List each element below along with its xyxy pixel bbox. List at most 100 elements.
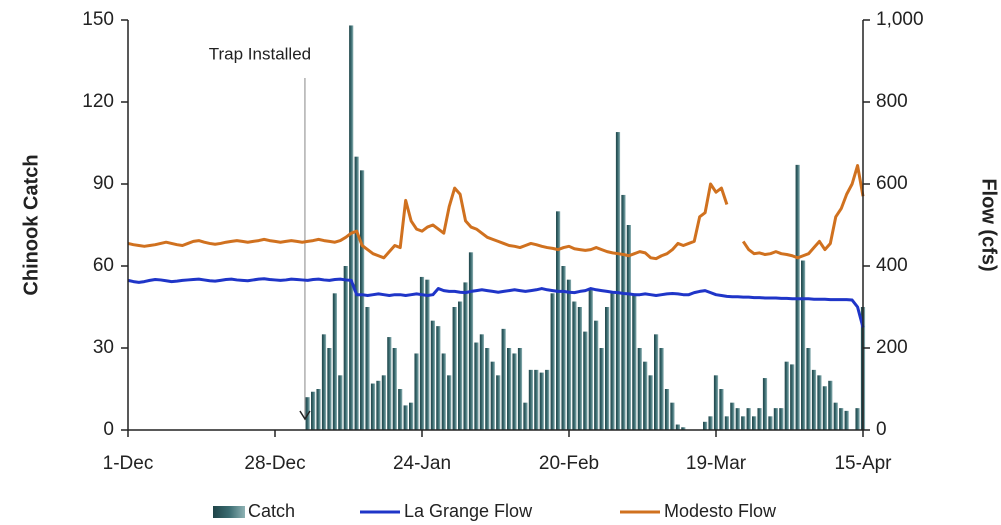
flow-line: [127, 277, 865, 328]
x-tick-label: 24-Jan: [393, 453, 451, 474]
y-tick-label: 60: [93, 255, 114, 276]
x-tick-label: 20-Feb: [539, 453, 599, 474]
y2-tick-label: 200: [876, 337, 908, 358]
bar: [752, 416, 757, 430]
bar: [681, 427, 686, 430]
bar: [419, 276, 425, 430]
bar: [708, 416, 713, 430]
bar: [360, 170, 365, 431]
bar: [452, 307, 457, 430]
legend-label: Modesto Flow: [664, 501, 777, 521]
bar: [654, 334, 659, 430]
y2-tick-label: 1,000: [876, 9, 924, 30]
bar: [458, 301, 463, 430]
y-tick-label: 150: [82, 9, 114, 30]
bar: [561, 266, 566, 430]
bar: [474, 342, 479, 430]
bar: [534, 369, 539, 430]
bar: [643, 361, 648, 430]
bar: [523, 402, 528, 430]
legend-label: Catch: [248, 501, 295, 521]
bar: [332, 293, 337, 430]
bar: [746, 408, 751, 430]
bar: [545, 369, 550, 430]
bar: [463, 282, 468, 430]
bar: [436, 326, 441, 430]
bar: [675, 424, 680, 430]
bar: [817, 375, 822, 430]
y-tick-label: 0: [103, 419, 114, 440]
bar: [703, 421, 708, 430]
bar: [501, 328, 506, 430]
bar: [485, 348, 490, 430]
bar: [327, 348, 332, 430]
bar: [833, 402, 838, 430]
bar: [719, 389, 724, 430]
flow-line: [127, 164, 865, 261]
bar: [321, 334, 327, 430]
bar: [621, 194, 626, 430]
bar: [447, 375, 452, 430]
bar: [713, 375, 719, 430]
y2-tick-label: 600: [876, 173, 908, 194]
bar: [599, 348, 604, 430]
bar: [398, 389, 403, 430]
bar: [588, 287, 593, 430]
bar: [757, 408, 762, 430]
bar: [626, 225, 631, 430]
bar: [403, 405, 408, 430]
bar: [490, 361, 495, 430]
bar: [496, 375, 501, 430]
bar: [365, 307, 370, 430]
bar: [517, 348, 523, 430]
bar: [577, 307, 582, 430]
bar: [605, 307, 610, 430]
bar: [811, 369, 817, 430]
bar: [844, 410, 849, 430]
bar: [670, 402, 675, 430]
x-tick-label: 1-Dec: [103, 453, 154, 474]
bar: [730, 402, 735, 430]
bar: [806, 348, 811, 430]
bar: [768, 416, 773, 430]
y2-tick-label: 800: [876, 91, 908, 112]
bar: [610, 293, 615, 430]
bar: [539, 372, 544, 430]
bar: [387, 337, 392, 430]
y-axis-title: Chinook Catch: [20, 154, 42, 295]
y2-tick-label: 400: [876, 255, 908, 276]
annotation-arrow: [299, 410, 311, 421]
bar: [632, 293, 637, 430]
bar: [779, 408, 784, 430]
bar: [414, 353, 419, 430]
y2-tick-label: 0: [876, 419, 887, 440]
bar: [441, 353, 446, 430]
bar: [566, 279, 572, 430]
bar: [376, 380, 381, 430]
bar: [790, 364, 795, 430]
y-tick-label: 90: [93, 173, 114, 194]
bar: [468, 252, 474, 430]
bar: [381, 375, 386, 430]
annotation-text: Trap Installed: [209, 44, 311, 63]
bar: [801, 260, 806, 430]
x-tick-label: 19-Mar: [686, 453, 747, 474]
bar: [550, 293, 555, 430]
bar: [392, 348, 397, 430]
bar: [512, 353, 517, 430]
bar: [855, 408, 860, 430]
bar: [648, 375, 653, 430]
bar: [839, 408, 844, 430]
bar: [664, 389, 670, 430]
y-tick-label: 120: [82, 91, 114, 112]
bar: [370, 383, 376, 430]
bar: [556, 211, 561, 430]
bar: [479, 334, 484, 430]
bar: [409, 402, 414, 430]
bar: [343, 266, 348, 430]
x-tick-label: 28-Dec: [244, 453, 305, 474]
y-tick-label: 30: [93, 337, 114, 358]
bar: [528, 369, 533, 430]
legend-label: La Grange Flow: [404, 501, 533, 521]
